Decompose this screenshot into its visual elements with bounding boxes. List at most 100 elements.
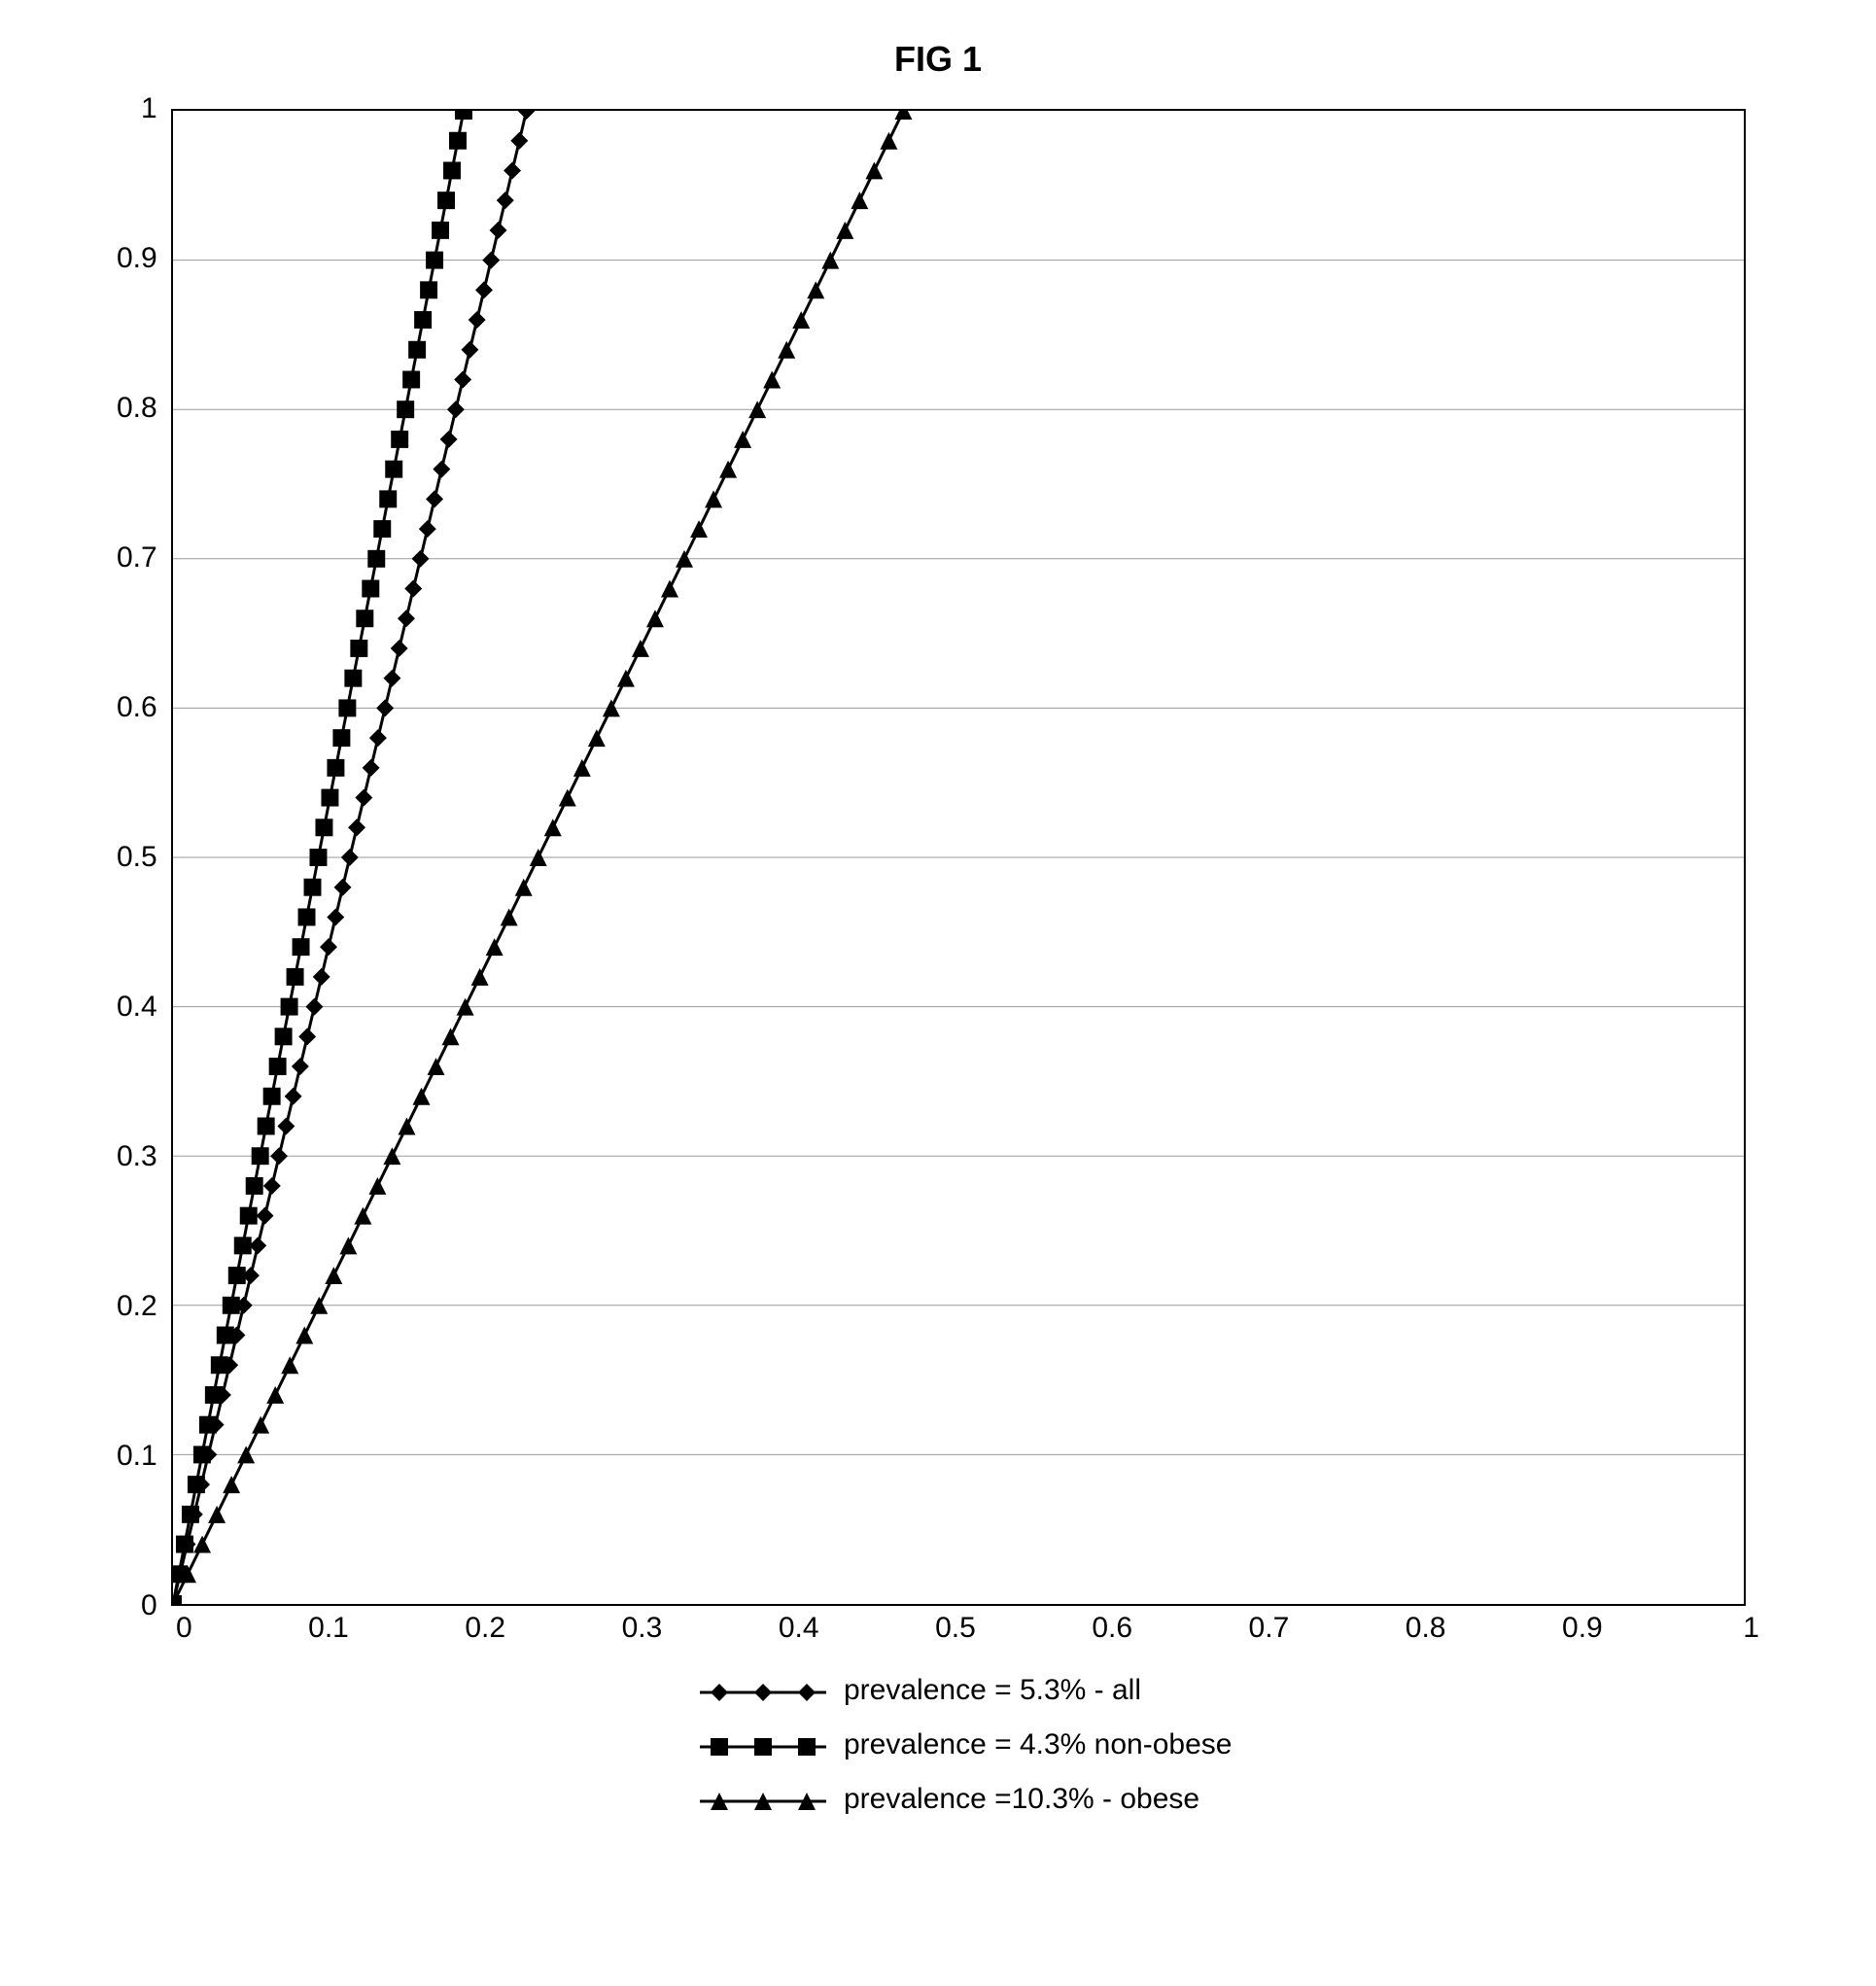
marker-square <box>251 1147 268 1165</box>
marker-triangle <box>880 132 897 150</box>
marker-diamond <box>461 341 478 359</box>
marker-square <box>233 1237 251 1254</box>
figure-page: FIG 1 10.90.80.70.60.50.40.30.20.10 00.1… <box>0 0 1876 1986</box>
x-axis-labels: 00.10.20.30.40.50.60.70.80.91 <box>192 1612 1759 1645</box>
marker-square <box>211 1356 228 1374</box>
marker-square <box>356 610 373 627</box>
marker-triangle <box>266 1386 284 1404</box>
marker-square <box>449 132 467 150</box>
marker-triangle <box>734 431 751 448</box>
marker-triangle <box>325 1267 342 1284</box>
legend-swatch <box>700 1679 826 1702</box>
marker-square <box>402 371 420 389</box>
marker-square <box>286 968 303 986</box>
marker-diamond <box>489 222 506 239</box>
marker-triangle <box>208 1506 226 1523</box>
marker-triangle <box>763 371 781 389</box>
marker-square <box>432 222 449 239</box>
marker-diamond <box>284 1088 301 1105</box>
marker-square <box>443 161 461 179</box>
marker-square <box>408 341 426 359</box>
marker-square <box>274 1028 292 1045</box>
marker-square <box>315 819 332 836</box>
marker-triangle <box>646 610 664 627</box>
marker-triangle <box>573 759 591 777</box>
marker-square <box>344 670 362 687</box>
marker-triangle <box>894 111 912 120</box>
marker-square <box>437 192 455 209</box>
legend-swatch <box>700 1733 826 1757</box>
marker-diamond <box>263 1177 281 1195</box>
marker-triangle <box>398 1118 415 1135</box>
marker-square <box>292 938 309 956</box>
marker-triangle <box>705 490 722 507</box>
legend: prevalence = 5.3% - all prevalence = 4.3%… <box>117 1674 1759 1816</box>
legend-item-obese: prevalence =10.3% - obese <box>700 1783 1759 1816</box>
marker-triangle <box>339 1237 357 1254</box>
marker-triangle <box>354 1207 371 1225</box>
marker-triangle <box>470 968 488 986</box>
marker-square <box>182 1506 199 1523</box>
marker-square <box>205 1386 223 1404</box>
y-axis-labels: 10.90.80.70.60.50.40.30.20.10 <box>117 109 171 1606</box>
marker-square <box>309 849 327 866</box>
marker-triangle <box>193 1536 211 1553</box>
marker-square <box>327 759 344 777</box>
marker-square <box>199 1416 217 1434</box>
marker-triangle <box>559 789 576 807</box>
marker-diamond <box>292 1058 309 1075</box>
x-axis-row: 00.10.20.30.40.50.60.70.80.91 <box>117 1612 1759 1645</box>
marker-square <box>455 111 472 120</box>
plot-svg <box>173 111 1744 1604</box>
plot-box <box>171 109 1746 1606</box>
marker-triangle <box>661 580 678 598</box>
marker-triangle <box>223 1476 240 1493</box>
marker-square <box>239 1207 257 1225</box>
marker-square <box>262 1088 280 1105</box>
marker-diamond <box>270 1147 288 1165</box>
marker-square <box>391 431 408 448</box>
legend-label: prevalence = 5.3% - all <box>844 1674 1141 1707</box>
marker-diamond <box>327 908 344 925</box>
marker-triangle <box>412 1088 430 1105</box>
marker-diamond <box>447 401 465 418</box>
marker-triangle <box>617 670 635 687</box>
marker-triangle <box>427 1058 444 1075</box>
marker-diamond <box>426 490 443 507</box>
marker-square <box>385 461 402 478</box>
marker-triangle <box>836 222 853 239</box>
marker-square <box>373 520 391 538</box>
marker-diamond <box>277 1118 295 1135</box>
marker-triangle <box>851 192 868 209</box>
marker-diamond <box>320 938 337 956</box>
legend-swatch <box>700 1788 826 1811</box>
marker-square <box>367 550 385 568</box>
marker-square <box>379 490 397 507</box>
marker-diamond <box>468 311 485 329</box>
marker-diamond <box>433 461 450 478</box>
marker-diamond <box>362 759 379 777</box>
marker-square <box>217 1327 234 1344</box>
marker-diamond <box>383 670 400 687</box>
marker-square <box>362 580 379 598</box>
marker-square <box>397 401 414 418</box>
marker-diamond <box>510 132 528 150</box>
marker-diamond <box>312 968 330 986</box>
marker-triangle <box>441 1028 459 1045</box>
marker-square <box>257 1118 274 1135</box>
marker-diamond <box>475 281 493 298</box>
marker-square <box>228 1267 246 1284</box>
marker-square <box>338 699 356 716</box>
marker-diamond <box>298 1028 316 1045</box>
marker-diamond <box>517 111 535 120</box>
marker-diamond <box>355 789 372 807</box>
legend-item-non_obese: prevalence = 4.3% non-obese <box>700 1728 1759 1761</box>
marker-triangle <box>792 311 810 329</box>
marker-triangle <box>632 640 649 657</box>
marker-diamond <box>341 849 359 866</box>
marker-square <box>297 908 315 925</box>
marker-square <box>268 1058 286 1075</box>
marker-diamond <box>497 192 514 209</box>
marker-diamond <box>369 729 387 747</box>
marker-triangle <box>485 938 503 956</box>
